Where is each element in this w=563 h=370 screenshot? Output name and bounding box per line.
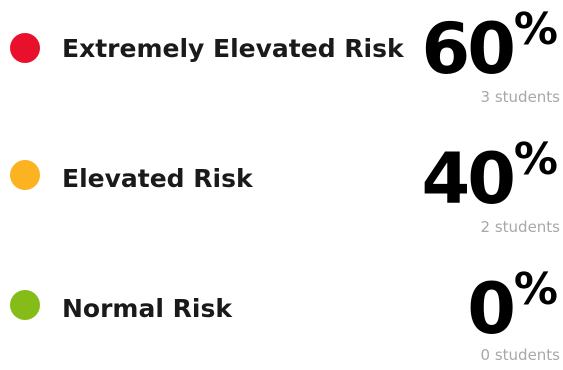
green-circle-icon [10,290,40,320]
percent-sign: % [513,264,558,315]
risk-percentage: 60% [421,8,558,90]
risk-row-extremely-elevated: Extremely Elevated Risk 60% 3 students [0,0,563,110]
percentage-value: 60 [421,8,515,90]
risk-label: Extremely Elevated Risk [62,34,404,63]
student-count: 3 students [480,88,560,106]
percent-sign: % [513,134,558,185]
yellow-circle-icon [10,160,40,190]
student-count: 0 students [480,346,560,364]
red-circle-icon [10,33,40,63]
percentage-value: 0 [467,268,516,350]
risk-percentage: 40% [421,138,558,220]
risk-label: Normal Risk [62,294,232,323]
percent-sign: % [513,4,558,55]
risk-percentage: 0% [467,268,558,350]
risk-label: Elevated Risk [62,164,253,193]
student-count: 2 students [480,218,560,236]
risk-row-normal: Normal Risk 0% 0 students [0,260,563,370]
risk-row-elevated: Elevated Risk 40% 2 students [0,130,563,240]
percentage-value: 40 [421,138,515,220]
